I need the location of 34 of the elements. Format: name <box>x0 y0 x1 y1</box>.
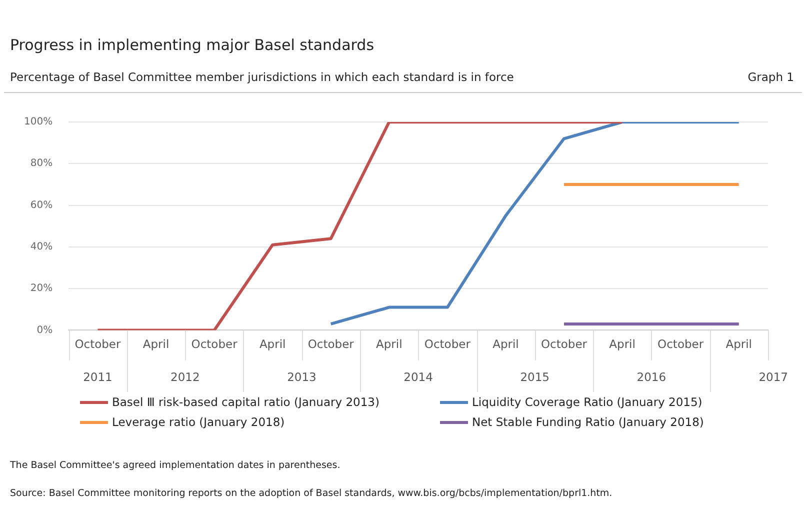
x-tick-label: October <box>658 337 704 352</box>
y-tick-label: 80% <box>30 158 53 170</box>
x-tick-label: April <box>609 337 636 352</box>
text: 2015 <box>520 370 550 384</box>
chart-subtitle: Percentage of Basel Committee member jurisdictions in which each standard is in force <box>10 70 514 84</box>
legend-label: Liquidity Coverage Ratio (January 2015) <box>472 395 702 409</box>
x-tick-label: October <box>191 337 238 352</box>
x-tick-label: April <box>376 337 402 352</box>
x-tick-label: October <box>308 337 354 352</box>
y-tick-label: 0% <box>36 324 53 336</box>
x-tick-label: April <box>142 337 170 352</box>
legend-label: Net Stable Funding Ratio (January 2018) <box>472 415 704 429</box>
text: 2014 <box>404 370 433 384</box>
x-tick-label: October <box>424 337 471 352</box>
text: 2016 <box>636 370 666 384</box>
legend-label: Leverage ratio (January 2018) <box>112 415 285 429</box>
text: 2011 <box>83 370 112 384</box>
source-note: Source: Basel Committee monitoring reports on the adoption of Basel standards, www.bis.org/bcbs/implementation/bprl1.htm. <box>10 487 612 501</box>
chart-title: Progress in implementing major Basel standards <box>10 36 374 54</box>
y-tick-label: 40% <box>30 242 53 253</box>
y-tick-label: 100% <box>24 116 53 128</box>
caption: Graph 1 <box>748 70 794 84</box>
x-tick-label: April <box>726 337 752 352</box>
x-tick-label: April <box>492 337 519 352</box>
text: 2017 <box>758 370 788 384</box>
x-tick-label: October <box>74 337 122 352</box>
y-tick-label: 20% <box>30 283 53 294</box>
legend-label: Basel Ⅲ risk-based capital ratio (January 2013) <box>112 395 380 409</box>
text: 2013 <box>287 370 316 384</box>
x-tick-label: April <box>259 337 286 352</box>
text: 2012 <box>170 370 200 384</box>
y-tick-label: 60% <box>30 200 53 211</box>
text: The Basel Committee's agreed implementation dates in parentheses. <box>10 459 342 473</box>
x-tick-label: October <box>540 337 588 352</box>
